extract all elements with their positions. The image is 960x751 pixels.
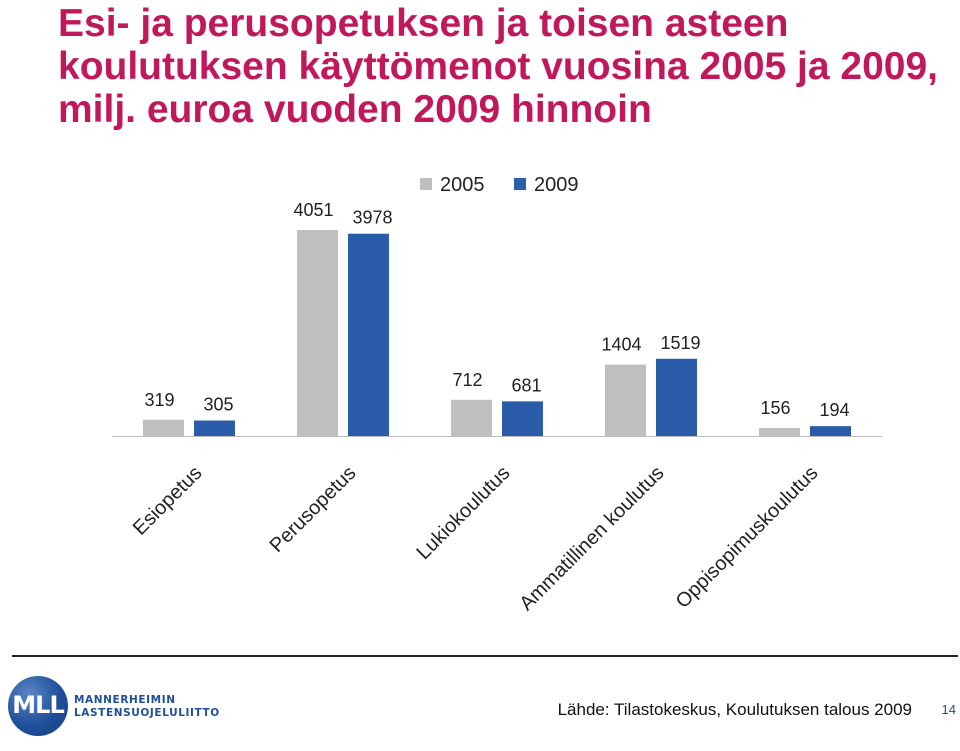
legend-label-2005: 2005: [440, 174, 485, 196]
logo-text-line2: LASTENSUOJELULIITTO: [74, 707, 220, 719]
chart-canvas: 319 305 Esiopetus 4051 3978 Perusopetus 712 681…: [112, 174, 882, 615]
x-tick-label-0: Esiopetus: [129, 462, 207, 540]
legend-swatch-2009: [514, 178, 526, 190]
x-tick-label-1: Perusopetus: [266, 462, 361, 557]
bar-2009-0: [194, 420, 235, 436]
x-tick-label-2: Lukiokoulutus: [412, 462, 514, 564]
footer-divider: [12, 655, 958, 657]
source-note: Lähde: Tilastokeskus, Koulutuksen talous…: [557, 700, 912, 719]
bar-2009-1: [348, 233, 389, 436]
data-label-2009-1: 3978: [352, 208, 392, 228]
bar-2009-3: [656, 358, 697, 436]
data-label-2005-3: 1404: [601, 335, 641, 355]
legend-label-2009: 2009: [534, 174, 579, 196]
data-label-2009-4: 194: [819, 400, 849, 420]
bar-2005-0: [143, 419, 184, 436]
bar-2009-2: [502, 401, 543, 436]
data-label-2005-1: 4051: [293, 200, 333, 220]
data-label-2009-2: 681: [511, 375, 541, 395]
data-label-2005-2: 712: [452, 370, 482, 390]
logo-abbreviation: MLL: [12, 691, 64, 719]
x-tick-label-3: Ammatillinen koulutus: [515, 462, 668, 615]
mll-logo-icon: [8, 676, 68, 736]
data-label-2005-4: 156: [760, 398, 790, 418]
bar-2005-3: [605, 364, 646, 436]
x-tick-label-4: Oppisopimuskoulutus: [672, 462, 823, 613]
bar-2005-2: [451, 399, 492, 436]
bar-2009-4: [810, 426, 851, 436]
data-label-2005-0: 319: [144, 390, 174, 410]
logo-text-line1: MANNERHEIMIN: [74, 694, 176, 706]
legend-swatch-2005: [420, 178, 432, 190]
data-label-2009-0: 305: [203, 394, 233, 414]
bar-chart: 319 305 Esiopetus 4051 3978 Perusopetus 712 681…: [112, 174, 882, 615]
slide-title: Esi- ja perusopetuksen ja toisen asteen …: [58, 2, 938, 131]
bar-2005-4: [759, 428, 800, 436]
mll-logo: MLL MANNERHEIMIN LASTENSUOJELULIITTO: [8, 676, 219, 736]
page-number: 14: [941, 702, 956, 717]
bar-2005-1: [297, 230, 338, 436]
data-label-2009-3: 1519: [660, 333, 700, 353]
